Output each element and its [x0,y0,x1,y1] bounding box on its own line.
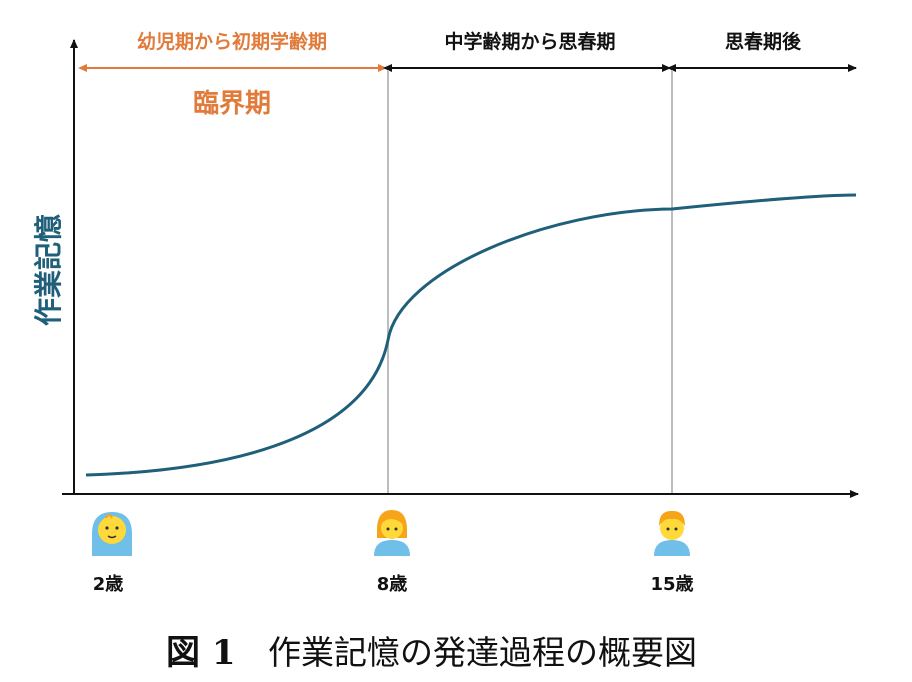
baby-icon [92,512,132,556]
tick-label-8: 8歳 [377,574,408,595]
figure-caption-number: 図 1 [166,633,236,673]
teen-icon [654,510,690,556]
figure-caption-text: 作業記憶の発達過程の概要図 [268,633,697,672]
y-axis-label: 作業記憶 [32,214,65,326]
child-icon [374,510,410,556]
period-label-late: 思春期後 [725,30,802,53]
period-label-early: 幼児期から初期学齢期 [137,30,327,53]
tick-label-2: 2歳 [93,574,124,595]
critical-period-label: 臨界期 [193,89,271,119]
tick-label-15: 15歳 [650,574,693,595]
period-label-middle: 中学齢期から思春期 [444,30,615,53]
working-memory-curve [85,193,857,477]
